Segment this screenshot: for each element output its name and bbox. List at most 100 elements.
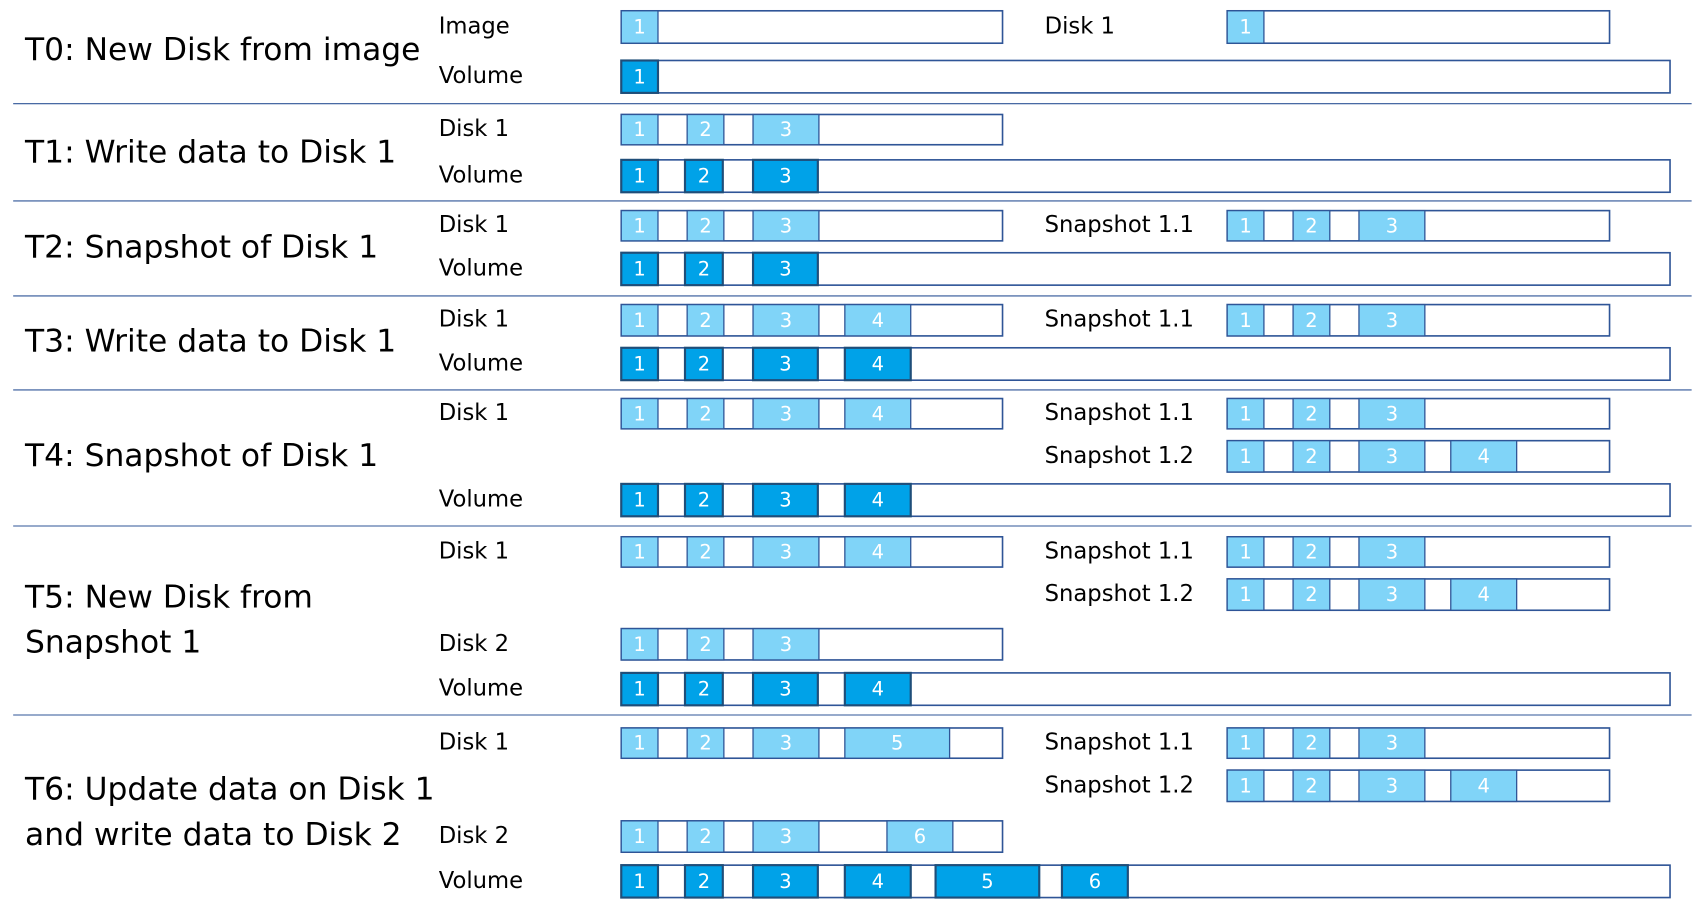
block	[752, 536, 820, 568]
bar-label: Snapshot 1.1	[1045, 307, 1194, 333]
bar-label: Volume	[439, 487, 523, 513]
block-label: 3	[779, 678, 791, 701]
block	[1226, 209, 1265, 242]
block	[751, 251, 819, 287]
block	[1358, 536, 1426, 568]
separators	[13, 103, 1692, 716]
block	[1226, 303, 1265, 337]
bar-label: Disk 2	[439, 631, 509, 657]
block-label: 3	[1386, 732, 1398, 755]
block-label: 5	[891, 732, 903, 755]
bar-label: Snapshot 1.1	[1045, 730, 1194, 756]
section: T2: Snapshot of Disk 1 Disk 1 1 2 3 Snapshot …	[24, 209, 1671, 287]
block-label: 2	[1305, 309, 1317, 332]
block	[686, 397, 725, 430]
section: T4: Snapshot of Disk 1 Disk 1 1 2 3 4 Snapshot…	[24, 397, 1671, 518]
block	[843, 346, 912, 382]
block-label: 6	[914, 825, 926, 848]
block-label: 1	[633, 353, 645, 376]
block	[686, 727, 725, 759]
block-label: 3	[779, 258, 791, 281]
block	[620, 346, 660, 382]
block-label: 1	[633, 541, 645, 564]
bar-label: Snapshot 1.2	[1045, 581, 1194, 607]
block-label: 1	[633, 489, 645, 512]
block	[620, 158, 660, 194]
bar-label: Snapshot 1.1	[1045, 538, 1194, 564]
block	[886, 820, 954, 853]
block	[620, 820, 659, 853]
block	[620, 627, 659, 661]
disk-bar	[1226, 9, 1611, 45]
block	[620, 864, 660, 899]
block-label: 1	[633, 870, 645, 893]
bar-label: Disk 2	[439, 823, 509, 849]
block-label: 5	[981, 870, 993, 893]
section: T6: Update data on Disk 1 and write data …	[24, 727, 1671, 899]
block	[620, 10, 659, 44]
block	[751, 864, 819, 899]
bar-label: Disk 1	[439, 212, 509, 238]
block	[752, 397, 820, 430]
block	[1358, 397, 1426, 430]
block-label: 2	[1305, 732, 1317, 755]
block-label: 4	[1478, 445, 1490, 468]
section-title: and write data to Disk 2	[25, 817, 402, 853]
block-label: 4	[872, 353, 884, 376]
block	[620, 536, 659, 568]
block	[752, 820, 820, 853]
block-label: 3	[1386, 402, 1398, 425]
block-label: 2	[699, 118, 711, 141]
block	[751, 158, 819, 194]
block-label: 3	[1386, 445, 1398, 468]
block	[620, 303, 659, 337]
block	[751, 671, 819, 707]
section: T5: New Disk from Snapshot 1 Disk 1 1 2 3 4 Sna…	[24, 535, 1671, 707]
block-label: 1	[1239, 583, 1251, 606]
bar-label: Snapshot 1.2	[1045, 772, 1194, 798]
block	[843, 864, 912, 899]
block-label: 1	[633, 633, 645, 656]
block	[686, 536, 725, 568]
block	[620, 397, 659, 430]
block	[683, 251, 724, 287]
block-label: 1	[1239, 445, 1251, 468]
block	[1226, 440, 1265, 473]
block-label: 1	[633, 732, 645, 755]
block	[620, 727, 659, 759]
block-label: 2	[698, 489, 710, 512]
section: T1: Write data to Disk 1 Disk 1 1 2 3 Volume 1…	[24, 113, 1671, 194]
section-title: T2: Snapshot of Disk 1	[24, 229, 378, 265]
block-label: 3	[780, 541, 792, 564]
block	[934, 864, 1041, 899]
block	[686, 113, 725, 146]
block-label: 1	[1239, 402, 1251, 425]
block-label: 1	[633, 402, 645, 425]
block-label: 3	[780, 633, 792, 656]
section-title: T0: New Disk from image	[24, 32, 420, 68]
block	[1226, 727, 1265, 759]
block-label: 1	[1239, 16, 1251, 39]
block-label: 2	[698, 678, 710, 701]
block	[1226, 397, 1265, 430]
block-label: 3	[780, 214, 792, 237]
block-label: 2	[699, 214, 711, 237]
block-label: 2	[1305, 402, 1317, 425]
bar-label: Disk 1	[439, 307, 509, 333]
block	[752, 727, 820, 759]
block	[844, 397, 912, 430]
block-label: 2	[699, 825, 711, 848]
block-label: 2	[1305, 583, 1317, 606]
block	[683, 671, 724, 707]
block-label: 3	[779, 353, 791, 376]
block	[686, 303, 725, 337]
block-label: 3	[779, 870, 791, 893]
block-label: 3	[1386, 583, 1398, 606]
block	[1226, 769, 1265, 803]
block-label: 1	[1239, 774, 1251, 797]
block	[1292, 303, 1331, 337]
bar-label: Disk 1	[439, 538, 509, 564]
block-label: 2	[699, 633, 711, 656]
block	[1358, 209, 1426, 242]
block	[1226, 578, 1265, 611]
